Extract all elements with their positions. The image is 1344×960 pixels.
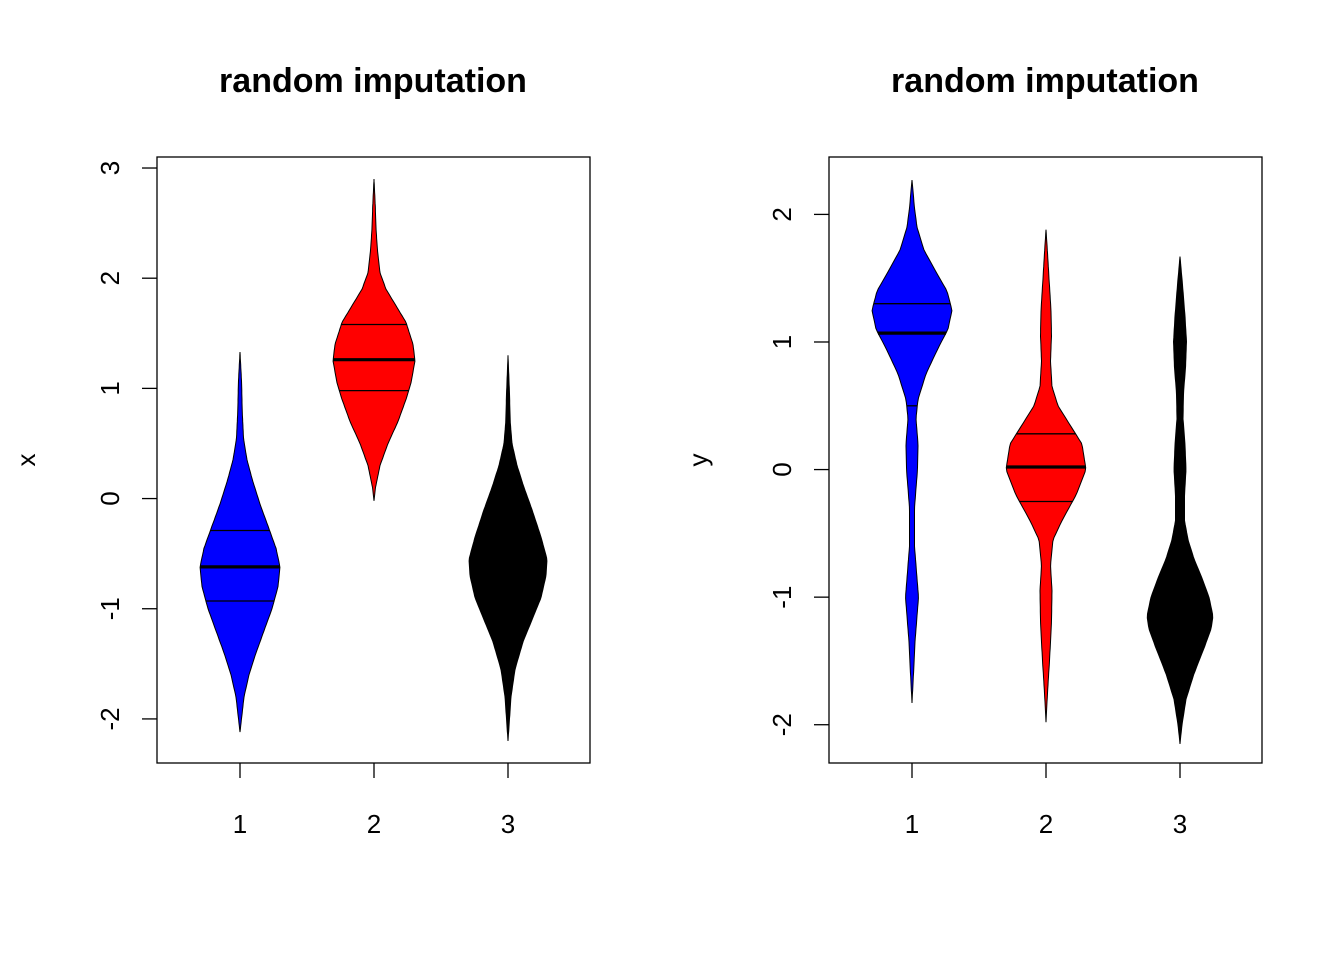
right-violin-3 <box>1146 256 1214 744</box>
right-x-tick-label: 2 <box>1039 809 1053 839</box>
right-y-axis-label: y <box>683 454 713 467</box>
right-violin-1 <box>871 179 953 704</box>
right-y-tick-label: -1 <box>767 586 797 609</box>
right-violin-2 <box>1005 229 1087 723</box>
left-violin-2 <box>332 178 416 501</box>
right-violins <box>871 179 1214 744</box>
left-violin-1 <box>199 351 281 733</box>
right-y-tick-label: 0 <box>767 462 797 476</box>
right-x-tick-label: 1 <box>905 809 919 839</box>
right-chart-title: random imputation <box>891 62 1199 100</box>
left-x-tick-label: 2 <box>367 809 381 839</box>
left-violin-panel: random imputation x -2 -1 0 1 2 3 1 2 3 <box>11 62 591 839</box>
right-x-tick-label: 3 <box>1173 809 1187 839</box>
right-violin-panel: random imputation y -2 -1 0 1 2 1 2 3 <box>683 62 1263 839</box>
left-x-tick-label: 3 <box>501 809 515 839</box>
left-violins <box>199 178 548 742</box>
left-y-tick-label: -1 <box>95 597 125 620</box>
right-y-axis: -2 -1 0 1 2 <box>767 207 829 736</box>
left-y-tick-label: 0 <box>95 491 125 505</box>
left-y-axis-label: x <box>11 454 41 467</box>
left-y-tick-label: 2 <box>95 271 125 285</box>
right-y-tick-label: 2 <box>767 207 797 221</box>
left-y-axis: -2 -1 0 1 2 3 <box>95 161 157 730</box>
left-y-tick-label: 1 <box>95 381 125 395</box>
right-y-tick-label: 1 <box>767 335 797 349</box>
left-y-tick-label: 3 <box>95 161 125 175</box>
left-x-axis: 1 2 3 <box>233 763 515 839</box>
right-x-axis: 1 2 3 <box>905 763 1187 839</box>
left-violin-3 <box>468 355 548 742</box>
right-y-tick-label: -2 <box>767 713 797 736</box>
left-y-tick-label: -2 <box>95 707 125 730</box>
left-chart-title: random imputation <box>219 62 527 100</box>
left-x-tick-label: 1 <box>233 809 247 839</box>
